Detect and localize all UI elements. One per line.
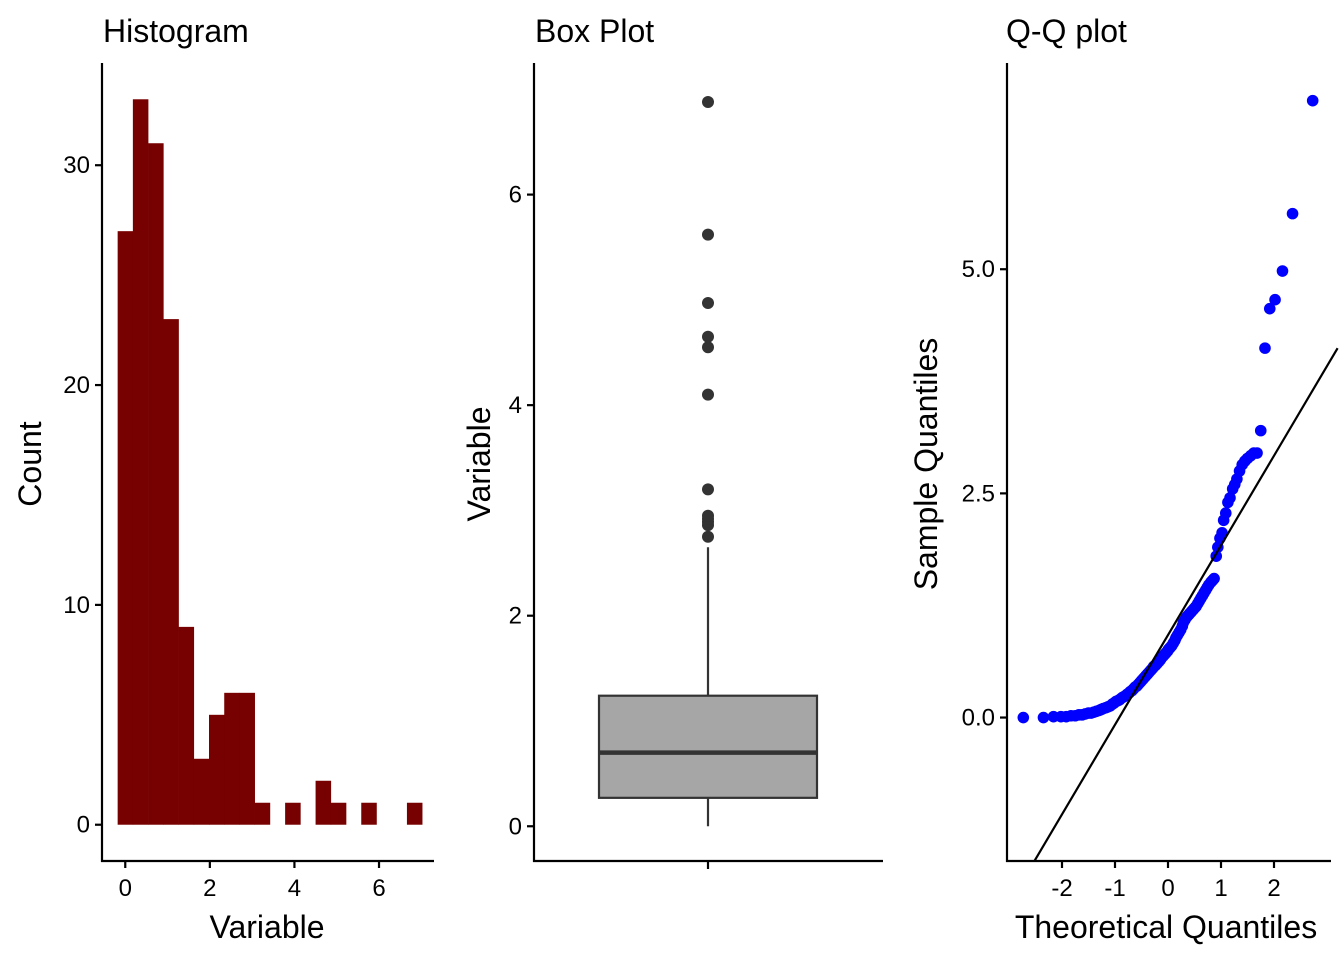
boxplot-y-tick-label: 2 [509,603,522,630]
histogram-y-tick-label: 10 [63,592,90,619]
histogram-title: Histogram [103,13,249,49]
histogram-bars [117,99,423,825]
qq-x-tick-label: 1 [1214,875,1227,902]
histogram-bar [239,692,255,825]
histogram-bar [178,626,195,825]
qq-points [1017,94,1319,724]
qq-point [1017,711,1030,724]
qq-y-ticks: 0.0 2.5 5.0 [962,256,1007,732]
histogram-y-tick-label: 0 [77,812,90,839]
boxplot-title: Box Plot [535,13,654,49]
histogram-x-tick-label: 2 [203,875,216,902]
qq-point [1263,302,1276,315]
qq-point [1216,527,1228,539]
boxplot-y-label: Variable [461,406,497,521]
boxplot-outlier [702,297,714,310]
qq-point [1224,492,1236,504]
boxplot-outlier [702,388,714,401]
qq-point [1251,447,1263,459]
qq-panel: Q-Q plot 0.0 2.5 5.0 -2 -1 0 1 2 Theoretical Q… [908,13,1339,945]
boxplot-outlier [702,228,714,241]
histogram-bar [224,692,240,825]
qq-point [1208,572,1220,585]
histogram-y-tick-label: 20 [63,372,90,399]
qq-y-tick-label: 0.0 [962,705,995,732]
qq-point [1259,342,1271,354]
histogram-bar [148,143,164,825]
qq-reference-line [1033,347,1339,860]
boxplot-box [597,694,819,799]
qq-point [1286,207,1299,220]
qq-x-tick-label: -1 [1104,875,1125,902]
qq-point [1269,293,1281,306]
boxplot-outlier [702,341,714,354]
boxplot-outlier [702,95,714,108]
qq-title: Q-Q plot [1006,13,1127,49]
qq-x-tick-label: 2 [1267,875,1280,902]
qq-point [1037,711,1050,724]
boxplot-y-tick-label: 6 [509,182,522,209]
histogram-y-tick-label: 30 [63,152,90,179]
qq-x-ticks: -2 -1 0 1 2 [1051,861,1281,902]
histogram-bar [361,802,377,825]
boxplot-panel: Box Plot 0 2 4 6 Variable [461,13,883,869]
histogram-bar [132,99,149,825]
histogram-panel: Histogram 0 10 20 30 0 2 4 6 Variable Count [12,13,434,945]
histogram-x-tick-label: 4 [288,875,301,902]
qq-point [1306,94,1319,107]
qq-point [1276,265,1289,277]
histogram-bar [193,758,210,825]
qq-point [1254,424,1267,437]
histogram-x-ticks: 0 2 4 6 [119,861,386,902]
histogram-x-tick-label: 6 [372,875,385,902]
boxplot-y-ticks: 0 2 4 6 [509,182,534,840]
boxplot-y-tick-label: 4 [509,392,522,419]
histogram-y-label: Count [12,421,48,507]
histogram-bar [209,714,225,825]
boxplot-outlier [702,483,714,496]
histogram-bar [315,780,332,825]
boxplot-outlier [702,509,714,522]
histogram-bar [406,802,423,825]
qq-x-tick-label: 0 [1161,875,1174,902]
qq-point [1219,507,1232,519]
qq-y-tick-label: 5.0 [962,256,995,283]
boxplot-y-tick-label: 0 [509,813,522,840]
histogram-y-ticks: 0 10 20 30 [63,152,102,839]
qq-x-label: Theoretical Quantiles [1015,909,1317,945]
histogram-x-tick-label: 0 [119,875,132,902]
histogram-bar [285,802,301,825]
histogram-bar [254,802,271,825]
histogram-bar [163,319,179,825]
histogram-x-label: Variable [209,909,324,945]
boxplot-outlier [702,330,714,343]
qq-y-label: Sample Quantiles [908,338,944,591]
qq-x-tick-label: -2 [1051,875,1072,902]
histogram-bar [117,231,134,825]
histogram-bar [330,802,347,825]
boxplot-marks [597,95,819,827]
boxplot-outlier [702,530,714,543]
qq-y-tick-label: 2.5 [962,480,995,507]
